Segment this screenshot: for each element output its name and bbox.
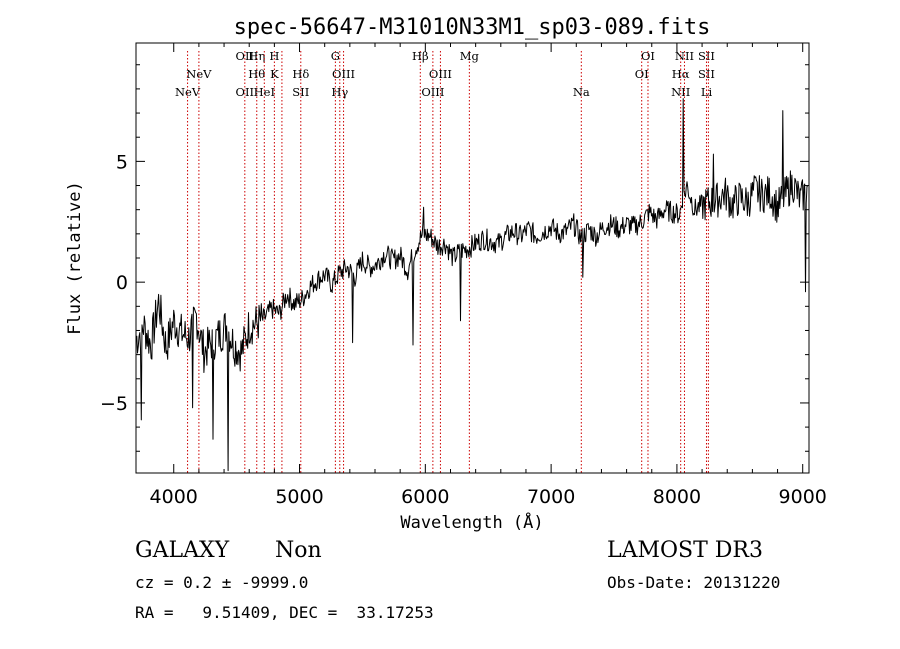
observation-date: Obs-Date: 20131220 <box>607 573 781 592</box>
emission-line-label: OI <box>635 67 649 81</box>
emission-line-label: Hα <box>672 67 690 81</box>
survey-name: LAMOST DR3 <box>607 538 763 563</box>
y-tick-label: 5 <box>116 151 128 173</box>
emission-line-label: HeI <box>254 85 275 99</box>
emission-line-label: Li <box>701 85 713 99</box>
emission-line-label: Na <box>573 85 590 99</box>
emission-line-label: Hη <box>248 49 265 63</box>
redshift-value: cz = 0.2 ± -9999.0 <box>135 573 309 592</box>
emission-line-label: Mg <box>460 49 480 63</box>
object-subclass: Non <box>275 538 322 563</box>
emission-line-label: Hθ <box>248 67 265 81</box>
x-tick-label: 8000 <box>653 486 701 508</box>
coordinates: RA = 9.51409, DEC = 33.17253 <box>135 603 434 622</box>
x-tick-label: 9000 <box>779 486 827 508</box>
emission-line-label: NII <box>671 85 690 99</box>
x-tick-label: 6000 <box>401 486 449 508</box>
chart-title: spec-56647-M31010N33M1_sp03-089.fits <box>234 15 711 40</box>
emission-line-label: NII <box>675 49 694 63</box>
spectrum-series <box>135 98 808 472</box>
emission-line-label: SII <box>698 67 715 81</box>
x-tick-label: 5000 <box>275 486 323 508</box>
emission-line-label: K <box>270 67 279 81</box>
emission-line-label: SII <box>698 49 715 63</box>
emission-line-label: NeV <box>186 67 212 81</box>
emission-line-label: H <box>269 49 279 63</box>
emission-line-label: Hδ <box>292 67 309 81</box>
x-axis-label: Wavelength (Å) <box>400 511 543 533</box>
emission-line-label: OIII <box>332 67 355 81</box>
emission-line-label: OIII <box>421 85 444 99</box>
emission-line-label: OII <box>236 85 255 99</box>
emission-line-label: Hγ <box>331 85 348 99</box>
y-tick-label: −5 <box>100 393 128 415</box>
y-tick-label: 0 <box>116 272 128 294</box>
emission-line-label: Hβ <box>412 49 429 63</box>
x-tick-label: 4000 <box>150 486 198 508</box>
emission-line-label: OIII <box>429 67 452 81</box>
emission-line-label: OI <box>641 49 655 63</box>
emission-line-label: NeV <box>175 85 201 99</box>
emission-line-label: OII <box>236 49 255 63</box>
emission-line-label: G <box>331 49 340 63</box>
spectrum-line <box>135 98 808 472</box>
x-tick-label: 7000 <box>527 486 575 508</box>
emission-line-label: SII <box>292 85 309 99</box>
object-class: GALAXY <box>135 538 230 563</box>
y-axis-label: Flux (relative) <box>65 181 85 335</box>
axis-ticks: 4000 5000 6000 7000 8000 9000 −5 0 5 <box>100 43 827 508</box>
